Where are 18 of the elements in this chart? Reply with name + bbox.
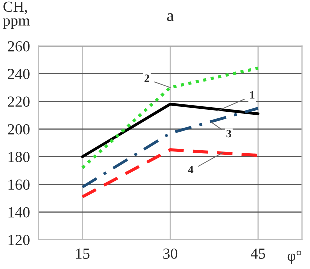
y-tick-label: 220 xyxy=(8,96,30,108)
y-tick-label: 260 xyxy=(8,41,30,52)
y-tick-label: 140 xyxy=(8,207,30,218)
y-tick-label: 180 xyxy=(8,152,30,162)
x-tick-label: 15 xyxy=(76,248,90,260)
series-label: 1 xyxy=(250,91,255,99)
y-tick-label: 160 xyxy=(8,180,30,190)
x-tick-label: 45 xyxy=(250,248,266,260)
x-axis-title: φ° xyxy=(288,250,302,264)
series-label: 2 xyxy=(144,74,150,82)
y-tick-label: 200 xyxy=(8,124,30,135)
y-tick-label: 120 xyxy=(8,235,30,246)
x-tick-label: 30 xyxy=(164,248,178,260)
chart-title: a xyxy=(167,13,174,22)
y-tick-label: 240 xyxy=(8,69,30,80)
y-axis-title: CH, ppm xyxy=(3,2,30,30)
series-label: 3 xyxy=(226,130,232,138)
series-label: 4 xyxy=(188,166,194,174)
